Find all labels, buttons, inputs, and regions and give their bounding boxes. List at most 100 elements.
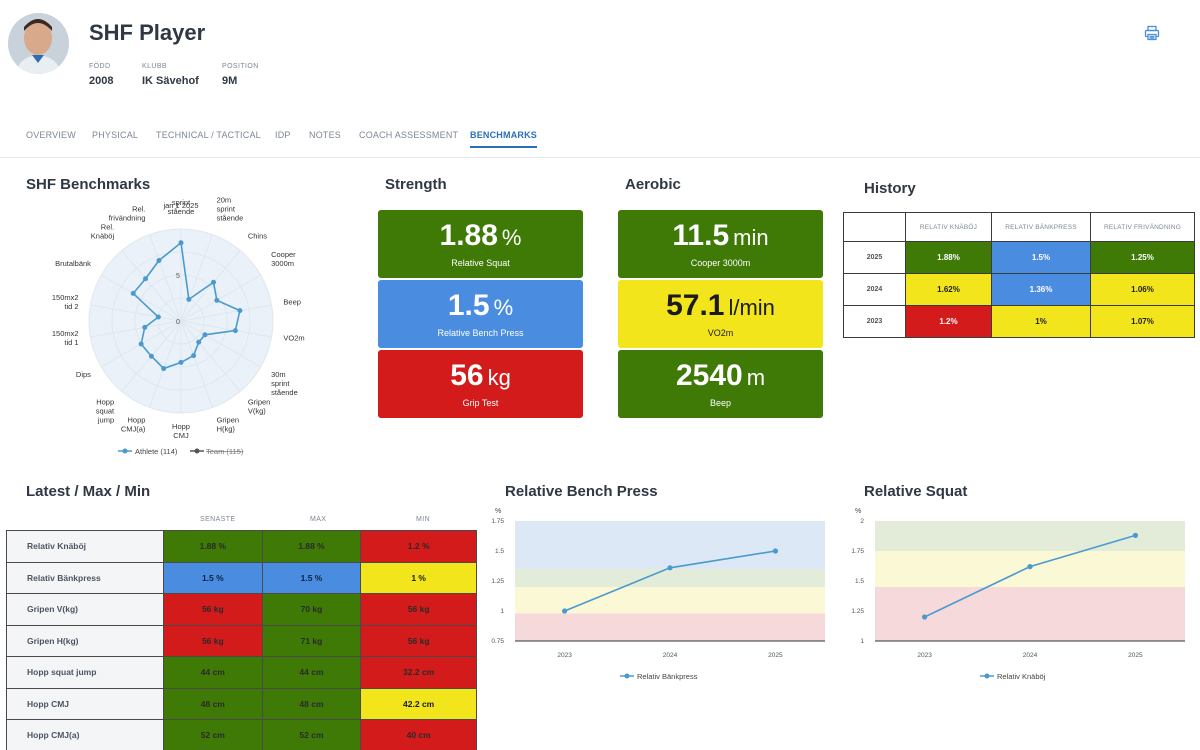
table-row: 2024 1.62% 1.36% 1.06%	[843, 273, 1195, 306]
squat-line-chart: % 1 1.25 1.5 1.75 2 2023 2024 2025 Relativ Knäböj	[851, 508, 1185, 681]
table-row: Hopp CMJ(a) 52 cm 52 cm 40 cm	[6, 719, 477, 750]
legend-item[interactable]: Relativ Bänkpress	[637, 672, 698, 681]
table-row-label: Relativ Knäböj	[6, 530, 164, 563]
table-cell: 1.5 %	[261, 561, 362, 594]
bench-press-line-chart: % 0.75 1 1.25 1.5 1.75 2023 2024 2025 Relativ Bän…	[491, 508, 825, 681]
table-cell: 1.07%	[1090, 305, 1195, 338]
radar-point	[178, 359, 184, 365]
table-row: Gripen V(kg) 56 kg 70 kg 56 kg	[6, 593, 477, 626]
radar-point	[232, 328, 238, 334]
table-cell: 44 cm	[261, 656, 362, 689]
stat-caption: Grip Test	[462, 398, 499, 408]
chart-band	[515, 521, 825, 569]
meta-club: KLUBB IK Sävehof	[142, 63, 199, 87]
table-cell: 70 kg	[261, 593, 362, 626]
tab-idp[interactable]: IDP	[275, 130, 291, 140]
stat-caption: Cooper 3000m	[690, 258, 751, 268]
table-cell: 48 cm	[261, 687, 362, 720]
table-cell: 1.88%	[905, 241, 992, 274]
stat-caption: VO2m	[707, 328, 734, 338]
y-tick-label: 1	[500, 608, 504, 615]
tab-benchmarks[interactable]: BENCHMARKS	[470, 130, 537, 148]
stat-unit: %	[501, 225, 522, 250]
chart-band	[875, 587, 1185, 641]
radar-tick-label: 0	[176, 319, 180, 326]
radar-point	[161, 366, 167, 372]
legend-item-team[interactable]: Team (115)	[206, 447, 244, 456]
table-cell: 1 %	[360, 561, 477, 594]
radar-point	[142, 324, 148, 330]
table-cell: 52 cm	[163, 719, 263, 750]
data-point	[772, 548, 778, 554]
tab-coach-assessment[interactable]: COACH ASSESSMENT	[359, 130, 459, 140]
y-tick-label: 0.75	[491, 638, 504, 645]
print-icon[interactable]	[1144, 25, 1160, 41]
table-header: RELATIV BÄNKPRESS	[991, 212, 1091, 242]
radar-spoke	[180, 320, 213, 408]
tab-overview[interactable]: OVERVIEW	[26, 130, 76, 140]
radar-point	[178, 240, 184, 246]
radar-axis-label: 30m sprint stående	[271, 370, 298, 397]
table-cell: 1.62%	[905, 273, 992, 306]
table-cell: 52 cm	[261, 719, 362, 750]
radar-spoke	[90, 320, 182, 338]
table-row: Gripen H(kg) 56 kg 71 kg 56 kg	[6, 624, 477, 657]
radar-axis-label: Gripen V(kg)	[248, 398, 271, 416]
table-header-corner	[843, 212, 906, 242]
radar-axis-label: Cooper 3000m	[271, 250, 296, 268]
tab-notes[interactable]: NOTES	[309, 130, 342, 140]
radar-spoke	[90, 304, 182, 322]
y-tick-label: 1.75	[851, 548, 864, 555]
meta-label: POSITION	[222, 63, 259, 70]
y-tick-label: 1.5	[855, 578, 864, 585]
legend-marker	[624, 673, 630, 679]
latest-max-min-table: Relativ Knäböj 1.88 % 1.88 % 1.2 % Relativ B…	[6, 530, 477, 750]
legend-item-athlete[interactable]: Athlete (114)	[135, 447, 178, 456]
meta-label: FÖDD	[89, 63, 111, 70]
legend-item[interactable]: Relativ Knäböj	[997, 672, 1046, 681]
table-cell: 56 kg	[163, 624, 263, 657]
table-cell: 44 cm	[163, 656, 263, 689]
x-tick-label: 2024	[663, 652, 678, 659]
stat-value: 1.5	[447, 289, 490, 322]
radar-spoke	[101, 274, 182, 322]
y-axis-label: %	[495, 508, 501, 515]
radar-point	[211, 279, 217, 285]
table-cell: 1%	[991, 305, 1091, 338]
radar-axis-label: VO2m	[283, 334, 304, 343]
radar-point	[214, 297, 220, 303]
table-row-year: 2025	[843, 241, 906, 274]
radar-point	[143, 276, 149, 282]
table-header: RELATIV KNÄBÖJ	[905, 212, 992, 242]
table-cell: 1.2%	[905, 305, 992, 338]
history-table: RELATIV KNÄBÖJ RELATIV BÄNKPRESS RELATIV…	[843, 212, 1195, 338]
section-title-aerobic: Aerobic	[625, 176, 681, 193]
table-row: 2025 1.88% 1.5% 1.25%	[843, 241, 1195, 274]
chart-band	[515, 613, 825, 641]
table-row-year: 2024	[843, 273, 906, 306]
stat-value: 57.1	[666, 289, 725, 322]
radar-axis-label: Gripen H(kg)	[217, 416, 240, 434]
tab-physical[interactable]: PHYSICAL	[92, 130, 139, 140]
chart-band	[875, 521, 1185, 551]
meta-label: KLUBB	[142, 63, 167, 70]
radar-spoke	[180, 320, 261, 368]
legend-marker-athlete	[122, 448, 128, 454]
stat-tile-cooper: 11.5 min Cooper 3000m	[618, 210, 823, 278]
table-cell: 56 kg	[360, 624, 477, 657]
stat-unit: m	[746, 365, 766, 390]
radar-point	[156, 257, 162, 263]
radar-point	[130, 290, 136, 296]
tab-technical-tactical[interactable]: TECHNICAL / TACTICAL	[156, 130, 261, 140]
page-title: SHF Player	[89, 20, 206, 45]
y-tick-label: 2	[860, 518, 864, 525]
data-point	[667, 565, 673, 571]
stat-unit: %	[493, 295, 514, 320]
table-row: Hopp squat jump 44 cm 44 cm 32.2 cm	[6, 656, 477, 689]
stat-tile-grip-test: 56 kg Grip Test	[378, 350, 583, 418]
table-cell: 48 cm	[163, 687, 263, 720]
radar-axis-label: Rel. frivändning	[109, 204, 146, 222]
table-cell: 56 kg	[360, 593, 477, 626]
table-cell: 1.36%	[991, 273, 1091, 306]
meta-position: POSITION 9M	[222, 63, 259, 87]
